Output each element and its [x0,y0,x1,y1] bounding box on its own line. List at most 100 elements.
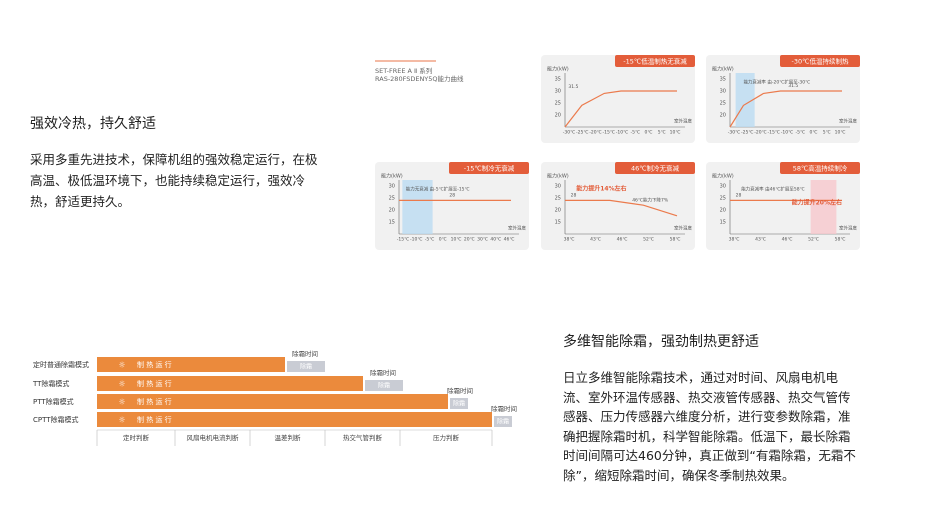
run-text: 制 热 运 行 [137,415,172,424]
y-tick-label: 25 [555,196,561,202]
band [402,180,433,234]
y-tick-label: 20 [555,208,561,214]
x-tick-label: -25℃ [741,130,753,136]
y-tick-label: 20 [720,113,726,119]
tag-bg [449,162,529,174]
x-label: 室外温度 [508,225,526,232]
y-tick-label: 30 [389,184,395,190]
run-bar [97,376,363,391]
curve [565,199,678,217]
x-tick-label: -15℃ [768,130,780,136]
x-tick-label: -25℃ [576,130,588,136]
curve [564,90,677,128]
row-label: CPTT除霜模式 [33,415,79,424]
x-tick-label: -10℃ [781,130,793,136]
defrost-box [450,398,468,409]
intro-text: 采用多重先进技术，保障机组的强效稳定运行，在极高温、极低温环境下，也能持续稳定运… [30,152,318,209]
tag: -15℃制冷无衰减 [464,164,515,173]
judge: 压力判断 [433,433,460,442]
x-tick-label: 40℃ [490,237,501,243]
x-tick-label: 46℃ [617,237,628,243]
x-tick-label: -10℃ [410,237,422,243]
judge: 定时判断 [123,433,150,442]
x-tick-label: 43℃ [590,237,601,243]
x-label: 室外温度 [839,225,857,232]
y-tick-label: 25 [555,101,561,107]
judge: 温差判断 [275,433,302,442]
x-label: 室外温度 [839,118,857,125]
judge: 风扇电机电流判断 [187,433,240,442]
run-text: 制 热 运 行 [137,397,172,406]
note: 28 [736,193,742,199]
x-tick-label: 38℃ [729,237,740,243]
row-label: PTT除霜模式 [33,397,74,406]
card [541,162,695,250]
note: 28 [571,193,577,199]
tag: -15℃低温制热无衰减 [623,57,687,66]
run-text: 制 热 运 行 [137,360,172,369]
sun: ☼ [118,398,125,407]
note: 能力无衰减 由-5℃扩展至-15℃ [406,185,470,192]
x-tick-label: 20℃ [464,237,475,243]
defrost-text: 除霜 [300,363,312,371]
smart-title: 多维智能除霜，强劲制热更舒适 [563,334,759,350]
x-tick-label: -5℃ [425,237,435,243]
tag: 46℃制冷无衰减 [631,164,680,173]
x-label: 室外温度 [674,225,692,232]
series-name: SET-FREE A Ⅱ 系列 [375,66,432,75]
y-tick-label: 25 [389,196,395,202]
x-tick-label: -5℃ [795,130,805,136]
x-tick-label: 46℃ [504,237,515,243]
y-tick-label: 25 [720,196,726,202]
x-tick-label: 43℃ [755,237,766,243]
x-tick-label: -10℃ [616,130,628,136]
band [735,73,755,127]
intro-title: 强效冷热，持久舒适 [30,116,156,132]
x-tick-label: 0℃ [439,237,447,243]
x-tick-label: -5℃ [630,130,640,136]
run-text: 制 热 运 行 [137,379,172,388]
defrost-text: 除霜 [453,400,465,408]
x-tick-label: -20℃ [589,130,601,136]
y-tick-label: 30 [720,89,726,95]
row-label: 定时普通除霜模式 [33,360,89,369]
card [541,55,695,143]
defrost-time: 除霜时间 [491,404,517,413]
curve [729,90,842,128]
y-tick-label: 20 [555,113,561,119]
tag: 58℃高温持续制冷 [793,164,848,173]
x-tick-label: 5℃ [658,130,666,136]
run-bar [97,412,492,427]
x-tick-label: 58℃ [835,237,846,243]
note: 31.5 [788,83,798,89]
x-tick-label: -30℃ [563,130,575,136]
defrost-time: 除霜时间 [292,349,318,358]
y-tick-label: 15 [389,220,395,226]
y-label: 能力(kW) [547,173,569,180]
x-tick-label: 10℃ [670,130,681,136]
y-label: 能力(kW) [712,66,734,73]
model-name: RAS-280FSDENY5Q能力曲线 [375,74,464,83]
y-tick-label: 30 [720,184,726,190]
y-tick-label: 30 [555,184,561,190]
smart-text: 日立多维智能除霜技术，通过对时间、风扇电机电流、室外环温传感器、热交液管传感器、… [563,370,856,483]
x-tick-label: 10℃ [835,130,846,136]
x-tick-label: -15℃ [603,130,615,136]
x-tick-label: 10℃ [451,237,462,243]
defrost-time: 除霜时间 [370,368,396,377]
run-bar [97,394,448,409]
defrost-box [365,380,403,391]
y-label: 能力(kW) [547,66,569,73]
y-tick-label: 35 [555,77,561,83]
note: 能力衰减率 由-20℃扩展至-30℃ [743,78,810,85]
y-tick-label: 20 [389,208,395,214]
y-tick-label: 15 [720,220,726,226]
x-tick-label: 0℃ [645,130,653,136]
note: 28 [449,193,455,199]
defrost-box [494,416,512,427]
sun: ☼ [118,380,125,389]
x-label: 室外温度 [674,118,692,125]
x-tick-label: -20℃ [754,130,766,136]
defrost-text: 除霜 [378,382,390,390]
